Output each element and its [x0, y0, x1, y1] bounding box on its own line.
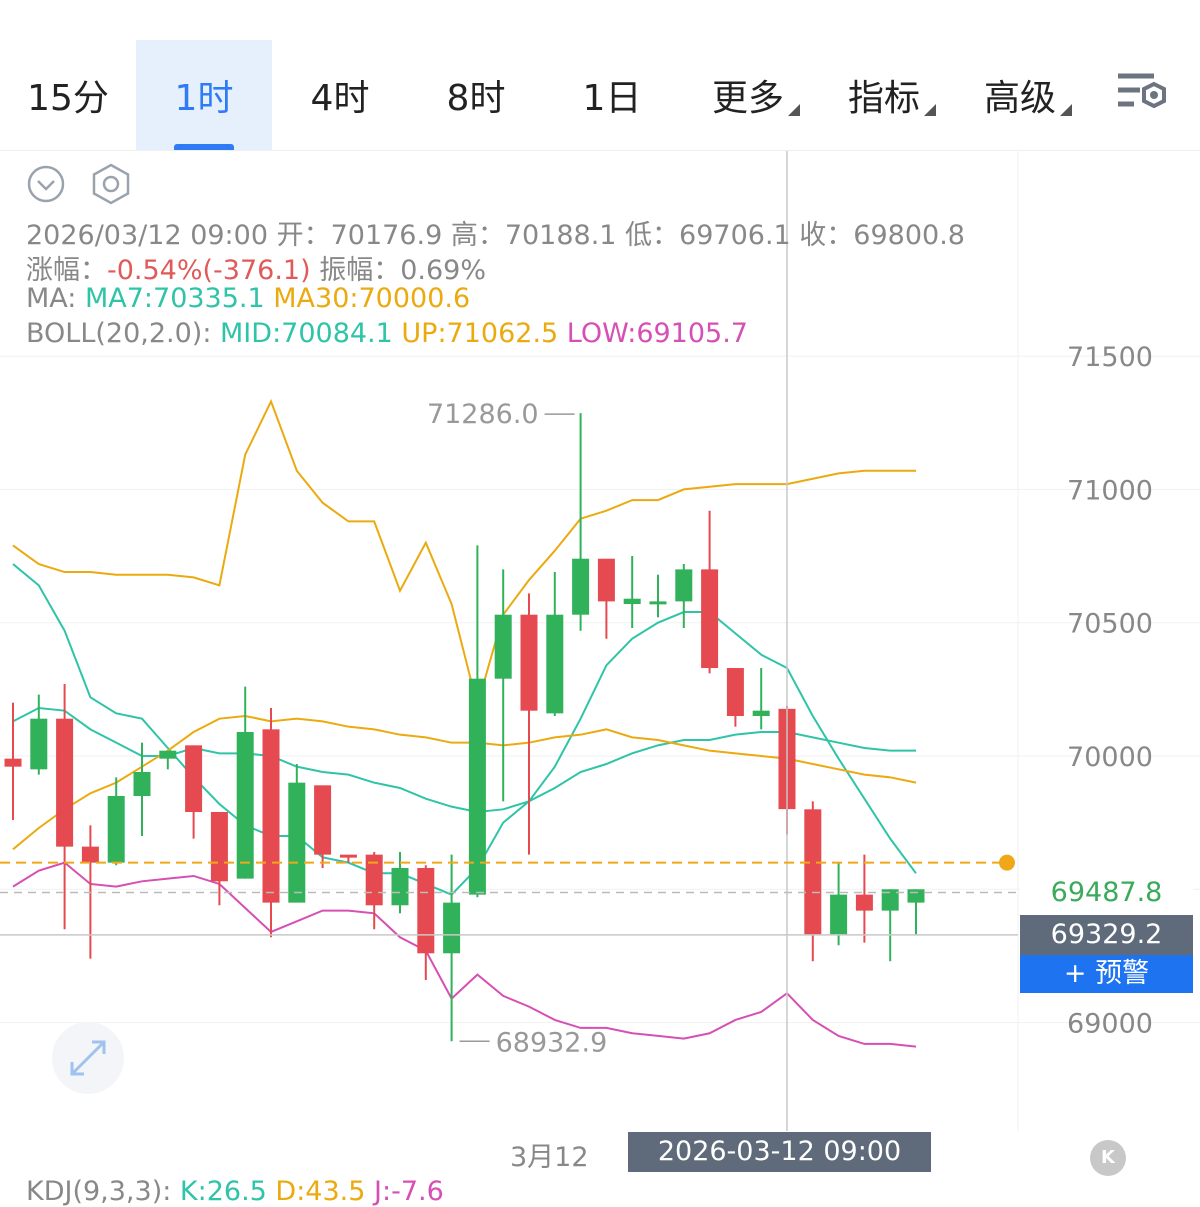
- change-info: 涨幅：-0.54%(-376.1) 振幅：0.69%: [26, 248, 486, 287]
- tab-divider: [0, 150, 1200, 151]
- candle-body: [520, 614, 538, 711]
- ohlc-info: 2026/03/12 09:00 开：70176.9 高：70188.1 低：6…: [26, 213, 965, 252]
- candle-body: [675, 569, 693, 602]
- info-segment: MA7:70335.1: [84, 283, 274, 314]
- candle-body: [417, 867, 435, 954]
- y-tick-label: 70000: [1067, 742, 1153, 773]
- candle-body: [726, 668, 744, 717]
- crosshair-price-tag: 69329.2: [1020, 915, 1193, 955]
- tab-label: 1日: [582, 78, 642, 119]
- k-line-button[interactable]: K: [1090, 1140, 1126, 1176]
- info-segment: MA:: [26, 283, 85, 314]
- y-tick-label: 71000: [1067, 475, 1153, 506]
- info-segment: 振幅：0.69%: [310, 255, 486, 286]
- info-segment: MA30:70000.6: [273, 283, 471, 314]
- candle-body: [81, 846, 99, 863]
- boll-low-line: [12, 861, 917, 1048]
- ma7-line: [12, 563, 917, 896]
- candle-body: [339, 854, 357, 858]
- interval-tab-bar: 15分 1时 4时 8时 1日 更多 指标 高级: [0, 0, 1200, 150]
- candle-body: [494, 614, 512, 679]
- info-segment: 2026/03/12 09:00 开：70176.9 高：70188.1 低：6…: [26, 220, 965, 251]
- candle-body: [752, 710, 770, 717]
- min-price-label: 68932.9: [496, 1027, 608, 1058]
- active-tab-indicator: [174, 144, 234, 150]
- alert-handle: [999, 854, 1015, 871]
- tab-0[interactable]: 15分: [0, 40, 136, 150]
- candle-body: [133, 771, 151, 796]
- candle-body: [288, 782, 306, 903]
- expand-button[interactable]: [52, 1022, 124, 1094]
- info-segment: J:-7.6: [374, 1176, 444, 1207]
- info-segment: KDJ(9,3,3):: [26, 1176, 180, 1207]
- chart-settings-icon[interactable]: [1114, 70, 1174, 120]
- tab-label: 指标: [847, 78, 920, 119]
- max-price-label: 71286.0: [427, 399, 539, 430]
- candle-body: [855, 894, 873, 911]
- chevron-down-circle-icon[interactable]: [26, 164, 66, 204]
- price-alert-button[interactable]: + 预警: [1020, 955, 1193, 993]
- tab-label: 高级: [983, 78, 1056, 119]
- info-segment: -0.54%(-376.1): [107, 255, 311, 286]
- candle-body: [830, 894, 848, 935]
- candlestick-chart[interactable]: 71500 71000 70500 70000 69000 71286.0 68932.9: [0, 151, 1200, 1131]
- info-segment: LOW:69105.7: [566, 318, 748, 349]
- candle-body: [881, 889, 899, 911]
- candle-body: [907, 889, 925, 903]
- candle-body: [30, 718, 48, 770]
- candle-body: [443, 902, 461, 954]
- info-segment: D:43.5: [275, 1176, 375, 1207]
- y-tick-label: 69000: [1067, 1009, 1153, 1040]
- candle-body: [56, 718, 74, 847]
- candle-body: [4, 758, 22, 767]
- candle-body: [159, 750, 177, 759]
- info-segment: MID:70084.1: [220, 318, 402, 349]
- y-tick-label: 71500: [1067, 342, 1153, 373]
- tab-6[interactable]: 指标: [816, 40, 952, 150]
- dropdown-caret-icon: [788, 104, 800, 116]
- candle-body: [262, 729, 280, 903]
- tab-4[interactable]: 1日: [544, 40, 680, 150]
- candle-body: [468, 678, 486, 895]
- candle-body: [314, 785, 332, 855]
- tab-label: 更多: [711, 78, 784, 119]
- candle-body: [236, 732, 254, 879]
- dropdown-caret-icon: [924, 104, 936, 116]
- boll-info: BOLL(20,2.0): MID:70084.1 UP:71062.5 LOW…: [26, 318, 748, 349]
- info-segment: UP:71062.5: [401, 318, 567, 349]
- expand-arrows-icon: [70, 1040, 106, 1076]
- ma-info: MA: MA7:70335.1 MA30:70000.6: [26, 283, 470, 314]
- dropdown-caret-icon: [1060, 104, 1072, 116]
- tab-label: 15分: [27, 78, 109, 119]
- candle-body: [597, 558, 615, 602]
- candle-body: [649, 601, 667, 605]
- info-segment: BOLL(20,2.0):: [26, 318, 221, 349]
- tab-label: 1时: [174, 78, 234, 119]
- tab-1[interactable]: 1时: [136, 40, 272, 150]
- kdj-info: KDJ(9,3,3): K:26.5 D:43.5 J:-7.6: [26, 1176, 444, 1207]
- hexagon-settings-icon[interactable]: [89, 162, 133, 206]
- candle-body: [546, 614, 564, 714]
- tab-2[interactable]: 4时: [272, 40, 408, 150]
- info-segment: K:26.5: [179, 1176, 276, 1207]
- candle-body: [391, 867, 409, 906]
- tab-3[interactable]: 8时: [408, 40, 544, 150]
- candle-body: [701, 569, 719, 669]
- candle-body: [185, 745, 203, 812]
- last-price-tag: 69487.8: [1020, 874, 1193, 912]
- tab-7[interactable]: 高级: [952, 40, 1088, 150]
- candle-body: [210, 811, 228, 882]
- candle-body: [623, 598, 641, 605]
- candle-body: [107, 795, 125, 863]
- crosshair-time-tag: 2026-03-12 09:00: [628, 1132, 931, 1172]
- y-tick-label: 70500: [1067, 609, 1153, 640]
- tab-label: 8时: [446, 78, 506, 119]
- candle-body: [804, 809, 822, 935]
- tab-5[interactable]: 更多: [680, 40, 816, 150]
- x-axis-date-label: 3月12: [510, 1142, 589, 1173]
- tab-label: 4时: [310, 78, 370, 119]
- candle-body: [572, 558, 590, 615]
- info-segment: 涨幅：: [26, 255, 107, 286]
- boll-up-line: [12, 398, 916, 710]
